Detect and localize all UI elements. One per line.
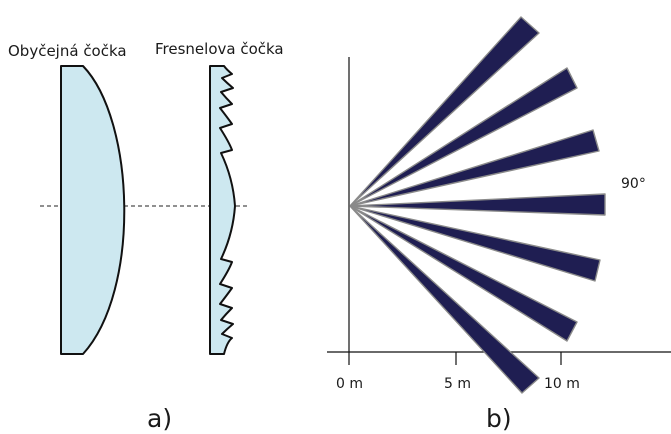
panel-b: 0 m 5 m 10 m 90° b) [327,16,671,433]
tick-label-5m: 5 m [444,376,471,392]
detection-beam-2 [349,67,578,207]
fresnel-lens-title: Fresnelova čočka [155,40,284,58]
tick-label-10m: 10 m [544,376,580,392]
detection-beam-4 [349,193,606,216]
ordinary-lens-shape [60,65,126,355]
panel-a-label: a) [147,404,172,433]
detection-beam-5 [349,205,601,282]
tick-label-0m: 0 m [336,376,363,392]
ordinary-lens-title: Obyčejná čočka [8,42,127,60]
detection-beam-3 [349,129,600,207]
detection-beam-6 [349,205,578,342]
panel-a: Obyčejná čočka Fresnelova čočka a) [8,40,284,433]
detection-beam-7 [349,205,540,394]
detection-beam-1 [349,16,540,207]
angle-label: 90° [621,176,646,192]
detection-beams [349,16,606,394]
panel-b-label: b) [486,404,512,433]
fresnel-lens-shape [209,65,236,355]
